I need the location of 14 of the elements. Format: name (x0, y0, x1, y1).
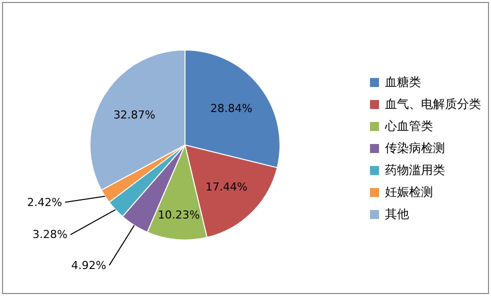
legend-label: 心血管类 (385, 118, 433, 134)
data-label: 28.84% (210, 102, 252, 116)
legend-label: 传染病检测 (385, 140, 445, 156)
legend-label: 其他 (385, 206, 409, 222)
legend-label: 血气、电解质分类 (385, 96, 481, 112)
data-label: 10.23% (158, 208, 200, 222)
data-label: 3.28% (32, 228, 68, 242)
legend-label: 血糖类 (385, 74, 421, 90)
data-label: 32.87% (113, 108, 156, 122)
data-label: 17.44% (206, 180, 248, 194)
data-label: 2.42% (27, 196, 62, 209)
data-label: 4.92% (71, 258, 106, 272)
legend-label: 药物滥用类 (385, 162, 445, 178)
legend-label: 妊娠检测 (385, 184, 433, 200)
